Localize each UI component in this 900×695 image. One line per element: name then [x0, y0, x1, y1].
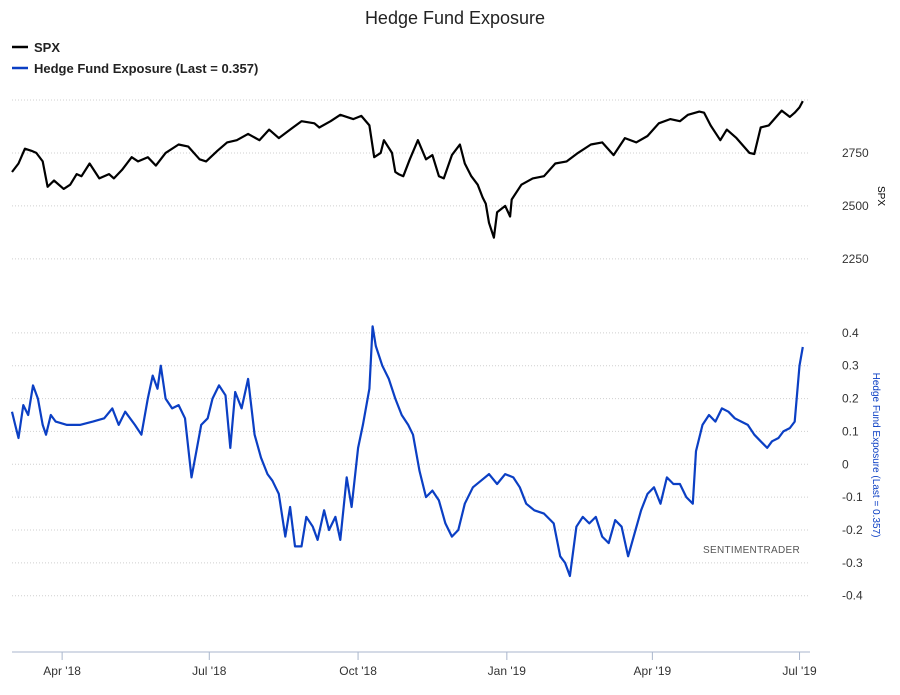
x-tick-label: Jul '19 — [782, 664, 817, 678]
spx-tick-label: 2750 — [842, 146, 869, 160]
hfe-tick-label: 0 — [842, 457, 849, 471]
hedge-fund-exposure-series-line — [10, 325, 804, 578]
spx-series-line — [11, 100, 804, 239]
axis-ticks: 2250 2500 2750 0.4 0.3 0.2 0.1 0 -0.1 -0.2 -0.3 -0.… — [43, 146, 869, 678]
hfe-axis-label: Hedge Fund Exposure (Last = 0.357) — [870, 373, 881, 538]
hfe-tick-label: -0.4 — [842, 589, 863, 603]
hfe-tick-label: 0.2 — [842, 392, 859, 406]
legend: SPX Hedge Fund Exposure (Last = 0.357) — [12, 40, 258, 76]
hfe-tick-label: -0.3 — [842, 556, 863, 570]
hfe-axis-title: Hedge Fund Exposure (Last = 0.357) — [870, 373, 881, 538]
spx-tick-label: 2500 — [842, 199, 869, 213]
x-tick-label: Apr '18 — [43, 664, 81, 678]
watermark: SENTIMENTRADER — [703, 545, 800, 556]
legend-label-hedge-fund-exposure: Hedge Fund Exposure (Last = 0.357) — [34, 61, 258, 76]
spx-axis-label: SPX — [875, 186, 886, 206]
hfe-tick-label: 0.4 — [842, 326, 859, 340]
legend-label-spx: SPX — [34, 40, 60, 55]
x-tick-label: Jul '18 — [192, 664, 227, 678]
chart-title: Hedge Fund Exposure — [365, 8, 545, 28]
hfe-tick-label: -0.2 — [842, 523, 863, 537]
x-tick-label: Oct '18 — [339, 664, 377, 678]
x-tick-label: Apr '19 — [634, 664, 672, 678]
spx-tick-label: 2250 — [842, 252, 869, 266]
series-layer — [10, 100, 804, 578]
grid-lines — [12, 99, 810, 597]
hfe-tick-label: -0.1 — [842, 490, 863, 504]
hfe-tick-label: 0.3 — [842, 359, 859, 373]
x-tick-label: Jan '19 — [488, 664, 527, 678]
hfe-tick-label: 0.1 — [842, 424, 859, 438]
spx-axis-title: SPX — [875, 186, 886, 206]
